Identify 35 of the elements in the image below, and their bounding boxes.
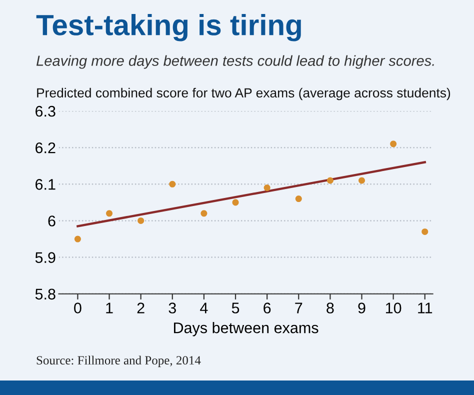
y-tick-label: 6.3 [36, 106, 56, 117]
point [422, 228, 428, 235]
x-tick-label: 1 [106, 302, 113, 314]
point [326, 177, 334, 184]
point [358, 177, 366, 184]
chart-title: Test-taking is tiring [36, 14, 301, 42]
point [264, 184, 270, 192]
x-tick-label: 10 [386, 302, 402, 314]
point [169, 180, 176, 188]
point [295, 196, 302, 202]
point [106, 210, 113, 217]
x-tick-label: 3 [168, 302, 176, 314]
point [138, 217, 144, 224]
x-tick-label: 8 [326, 302, 334, 314]
x-tick-label: 6 [264, 302, 271, 314]
x-tick-label: 0 [74, 302, 82, 314]
y-tick-label: 5.9 [35, 252, 56, 263]
point [74, 236, 81, 242]
point [390, 140, 397, 148]
x-tick-label: 4 [200, 302, 208, 314]
x-tick-label: 7 [295, 302, 302, 314]
x-tick-label: 9 [358, 302, 366, 314]
source-note: Source: Fillmore and Pope, 2014 [36, 356, 201, 368]
chart-subtitle: Leaving more days between tests could lead to higher scores. [36, 55, 434, 69]
x-axis-title: Days between exams [174, 322, 318, 336]
y-tick-label: 6.1 [36, 179, 56, 190]
y-tick-label: 5.8 [35, 288, 56, 300]
point [200, 210, 208, 217]
point [232, 199, 239, 206]
x-tick-label: 5 [232, 302, 240, 314]
y-axis-title: Predicted combined score for two AP exams (average across students) [37, 88, 450, 100]
x-tick-label: 2 [137, 302, 144, 314]
y-tick-label: 6.2 [36, 142, 56, 154]
x-tick-label: 11 [418, 302, 432, 314]
y-tick-label: 6 [48, 216, 56, 226]
